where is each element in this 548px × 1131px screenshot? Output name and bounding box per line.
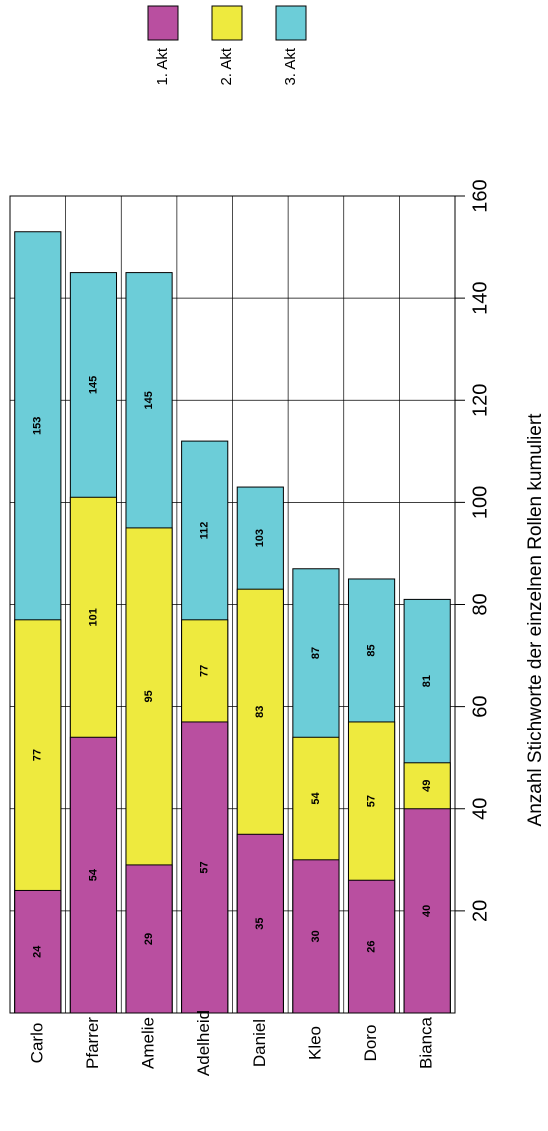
value-label: 35 (254, 918, 266, 930)
legend-swatch (147, 5, 179, 41)
value-label: 103 (254, 529, 266, 547)
value-label: 54 (87, 868, 99, 881)
value-label: 112 (199, 522, 211, 540)
x-tick-label: Carlo (27, 1023, 46, 1064)
value-label: 101 (87, 608, 99, 626)
bar (292, 859, 340, 1014)
y-tick-label: 120 (469, 384, 491, 417)
value-label: 57 (199, 861, 211, 873)
bar (69, 736, 118, 1014)
x-tick-label: Adelheid (194, 1010, 213, 1076)
legend-swatch (275, 5, 307, 41)
y-tick-label: 40 (469, 798, 491, 820)
value-label: 30 (310, 930, 322, 942)
bar (125, 864, 173, 1014)
value-label: 81 (421, 675, 433, 687)
x-tick-label: Daniel (250, 1019, 269, 1067)
x-tick-label: Amelie (139, 1017, 158, 1069)
y-tick-label: 60 (469, 696, 491, 718)
legend-label: 3. Akt (282, 47, 299, 85)
legend-label: 2. Akt (218, 47, 235, 85)
y-tick-label: 20 (469, 900, 491, 922)
x-tick-label: Pfarrer (83, 1017, 102, 1069)
value-label: 57 (365, 795, 377, 807)
value-label: 77 (32, 749, 44, 761)
x-tick-label: Bianca (417, 1016, 436, 1069)
y-tick-label: 160 (469, 179, 491, 212)
value-label: 85 (365, 644, 377, 656)
bar (14, 889, 62, 1014)
axis-label: Anzahl Stichworte der einzelnen Rollen k… (525, 413, 546, 827)
value-label: 77 (199, 665, 211, 677)
value-label: 145 (87, 376, 99, 394)
value-label: 24 (32, 945, 44, 958)
bar (181, 721, 229, 1014)
value-label: 54 (310, 792, 322, 805)
y-tick-label: 140 (469, 281, 491, 314)
value-label: 145 (143, 391, 155, 409)
x-tick-label: Kleo (305, 1026, 324, 1060)
bar (403, 808, 451, 1014)
y-tick-label: 80 (469, 593, 491, 615)
value-label: 40 (421, 905, 433, 917)
bar (236, 833, 284, 1014)
value-label: 49 (421, 780, 433, 792)
value-label: 87 (310, 647, 322, 659)
value-label: 95 (143, 690, 155, 702)
value-label: 83 (254, 706, 266, 718)
bar (347, 879, 396, 1014)
value-label: 29 (143, 933, 155, 945)
legend-label: 1. Akt (154, 47, 171, 85)
x-tick-label: Doro (361, 1025, 380, 1062)
value-label: 153 (32, 417, 44, 435)
value-label: 26 (365, 940, 377, 952)
legend-swatch (211, 5, 243, 41)
y-tick-label: 100 (469, 486, 491, 519)
